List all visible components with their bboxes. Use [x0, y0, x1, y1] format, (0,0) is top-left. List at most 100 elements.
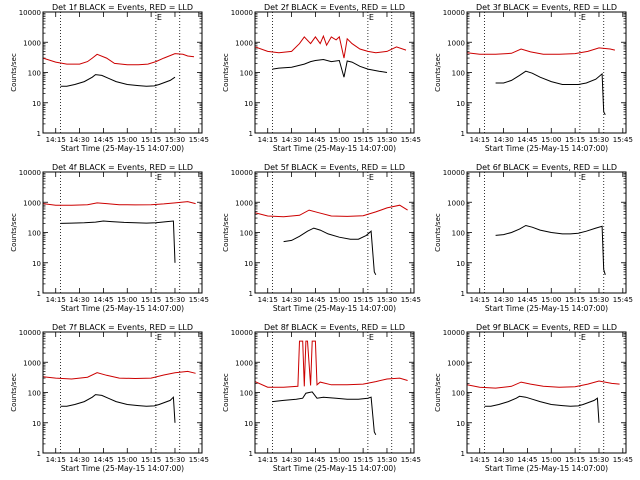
- y-tick-label: 100: [28, 390, 41, 398]
- x-tick-label: 15:45: [401, 136, 421, 144]
- y-tick-label: 10: [456, 260, 465, 268]
- y-tick-label: 1000: [23, 359, 41, 367]
- y-tick-label: 1: [249, 450, 253, 458]
- chart-panel-6: Det 6f BLACK = Events, RED = LLD 1 10 100 10…: [434, 163, 633, 313]
- y-tick-label: 100: [452, 230, 465, 238]
- y-tick-label: 1000: [23, 39, 41, 47]
- events-series-line: [272, 391, 377, 436]
- lld-series-line: [255, 340, 408, 388]
- y-tick-label: 10: [32, 420, 41, 428]
- x-tick-label: 14:15: [46, 136, 66, 144]
- x-tick-label: 15:15: [565, 456, 585, 464]
- x-axis-label: Start Time (25-May-15 14:07:00): [485, 464, 608, 473]
- chart-panel-1: Det 1f BLACK = Events, RED = LLD 1 10 100 10…: [10, 3, 209, 153]
- x-tick-label: 15:30: [589, 296, 609, 304]
- events-series-line: [495, 70, 606, 116]
- x-tick-label: 15:00: [541, 296, 561, 304]
- y-axis-label: Counts/sec: [434, 53, 442, 92]
- events-series-line: [60, 74, 176, 87]
- lld-series-line: [467, 380, 620, 389]
- y-tick-label: 10: [244, 420, 253, 428]
- y-tick-label: 100: [240, 230, 253, 238]
- y-tick-label: 1000: [447, 199, 465, 207]
- x-tick-label: 15:15: [565, 136, 585, 144]
- x-axis-label: Start Time (25-May-15 14:07:00): [273, 464, 396, 473]
- x-tick-label: 15:30: [165, 296, 185, 304]
- x-tick-label: 14:30: [69, 136, 89, 144]
- y-tick-label: 10000: [19, 169, 41, 177]
- x-tick-label: 15:00: [117, 136, 137, 144]
- event-flag-label: E: [157, 13, 162, 22]
- x-tick-label: 14:45: [305, 136, 325, 144]
- plot-frame: [42, 11, 203, 134]
- x-tick-label: 14:15: [46, 296, 66, 304]
- event-flag-label: E: [581, 13, 586, 22]
- x-tick-label: 15:00: [329, 296, 349, 304]
- x-tick-label: 15:15: [565, 296, 585, 304]
- events-series-line: [272, 58, 388, 78]
- x-axis-label: Start Time (25-May-15 14:07:00): [485, 304, 608, 313]
- x-tick-label: 14:30: [69, 296, 89, 304]
- y-tick-label: 10000: [231, 9, 253, 17]
- x-tick-label: 15:30: [377, 136, 397, 144]
- y-tick-label: 1: [37, 290, 41, 298]
- plot-frame: [42, 331, 203, 454]
- plot-frame: [254, 331, 415, 454]
- x-tick-label: 14:15: [470, 296, 490, 304]
- lld-series-line: [43, 370, 196, 380]
- events-series-line: [495, 224, 606, 275]
- x-tick-label: 15:00: [117, 456, 137, 464]
- y-tick-label: 1: [461, 450, 465, 458]
- x-tick-label: 15:45: [189, 296, 209, 304]
- x-tick-label: 14:45: [517, 136, 537, 144]
- x-tick-label: 15:45: [401, 456, 421, 464]
- x-tick-label: 14:45: [93, 296, 113, 304]
- x-axis-label: Start Time (25-May-15 14:07:00): [61, 144, 184, 153]
- x-tick-label: 15:30: [165, 456, 185, 464]
- event-flag-label: E: [157, 333, 162, 342]
- x-tick-label: 15:15: [353, 136, 373, 144]
- x-tick-label: 15:15: [353, 296, 373, 304]
- x-tick-label: 14:30: [281, 136, 301, 144]
- y-tick-label: 1000: [23, 199, 41, 207]
- y-axis-label: Counts/sec: [10, 213, 18, 252]
- x-tick-label: 14:30: [281, 456, 301, 464]
- x-tick-label: 14:45: [305, 456, 325, 464]
- lld-series-line: [467, 47, 616, 55]
- x-tick-label: 14:15: [46, 456, 66, 464]
- chart-panel-4: Det 4f BLACK = Events, RED = LLD 1 10 100 10…: [10, 163, 209, 313]
- x-tick-label: 15:45: [401, 296, 421, 304]
- y-tick-label: 1: [249, 290, 253, 298]
- y-axis-label: Counts/sec: [222, 213, 230, 252]
- y-axis-label: Counts/sec: [222, 373, 230, 412]
- x-tick-label: 14:45: [305, 296, 325, 304]
- event-flag-label: E: [581, 333, 586, 342]
- x-axis-label: Start Time (25-May-15 14:07:00): [273, 144, 396, 153]
- events-series-line: [60, 220, 176, 263]
- x-axis-label: Start Time (25-May-15 14:07:00): [485, 144, 608, 153]
- event-flag-label: E: [581, 173, 586, 182]
- x-tick-label: 15:45: [189, 136, 209, 144]
- plot-frame: [466, 331, 627, 454]
- event-flag-label: E: [369, 13, 374, 22]
- chart-title: Det 3f BLACK = Events, RED = LLD: [476, 3, 617, 12]
- y-axis-label: Counts/sec: [434, 373, 442, 412]
- y-tick-label: 1: [461, 130, 465, 138]
- y-tick-label: 10000: [443, 9, 465, 17]
- y-tick-label: 10: [32, 260, 41, 268]
- x-tick-label: 14:15: [470, 456, 490, 464]
- x-tick-label: 15:15: [141, 296, 161, 304]
- plot-frame: [254, 11, 415, 134]
- chart-title: Det 2f BLACK = Events, RED = LLD: [264, 3, 405, 12]
- plot-frame: [466, 171, 627, 294]
- x-tick-label: 15:45: [613, 296, 633, 304]
- x-axis-label: Start Time (25-May-15 14:07:00): [61, 464, 184, 473]
- y-tick-label: 10000: [443, 169, 465, 177]
- lld-series-line: [43, 201, 196, 206]
- y-axis-label: Counts/sec: [10, 53, 18, 92]
- x-tick-label: 14:15: [258, 456, 278, 464]
- x-tick-label: 14:45: [517, 456, 537, 464]
- y-tick-label: 100: [240, 390, 253, 398]
- x-tick-label: 14:30: [493, 456, 513, 464]
- chart-panel-8: Det 8f BLACK = Events, RED = LLD 1 10 100 10…: [222, 323, 421, 473]
